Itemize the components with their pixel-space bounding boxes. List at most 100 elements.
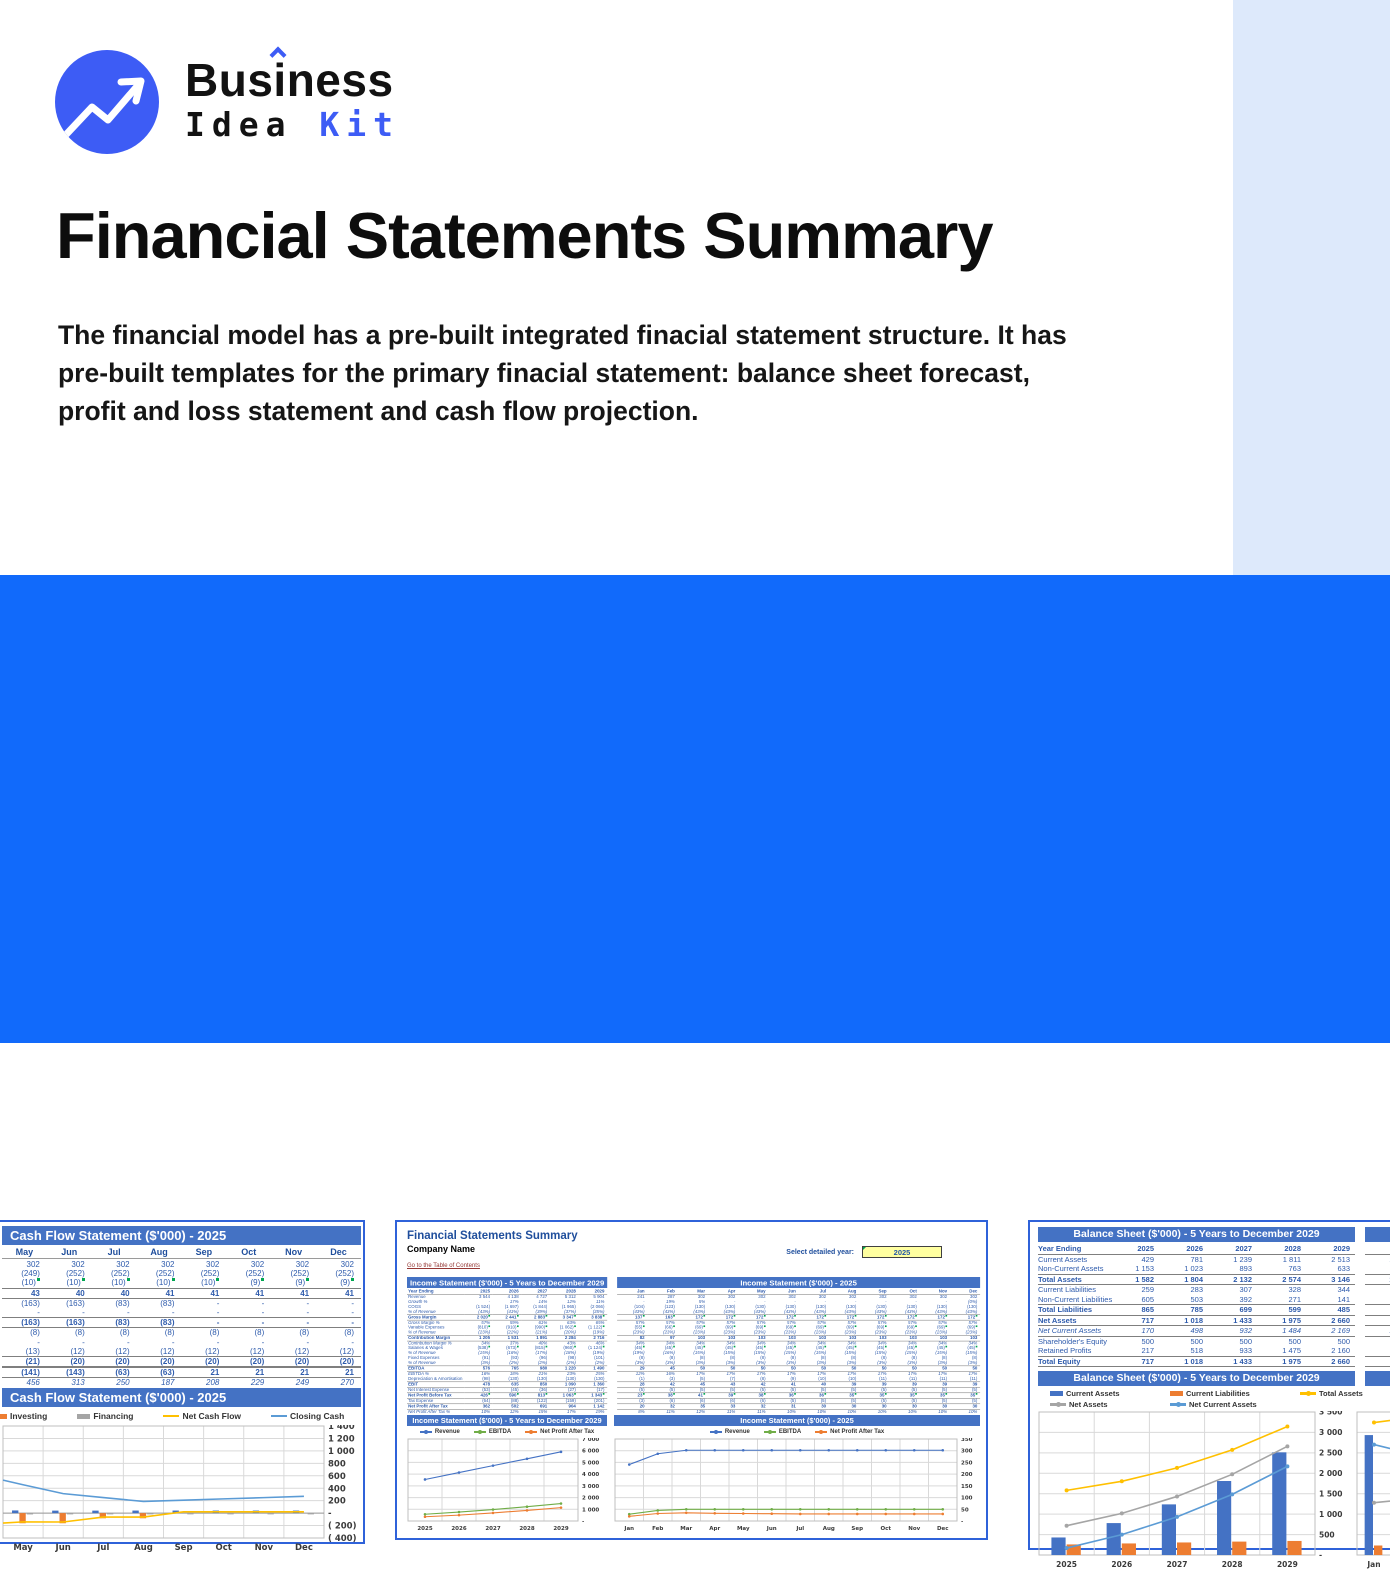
svg-text:( 200): ( 200) [328,1521,357,1531]
svg-text:1 200: 1 200 [328,1434,355,1444]
comment-flag-icon [975,1325,978,1327]
svg-text:250: 250 [961,1460,973,1466]
table-cell: 283 [1190,1285,1203,1294]
comment-flag-icon [733,1325,736,1327]
current-assets-swatch [1050,1391,1063,1396]
table-cell: 10% [817,1408,827,1414]
chart-canvas: Jan [1356,1411,1390,1569]
table-cell: 307 [1239,1285,1252,1294]
comment-flag-icon [884,1314,887,1317]
table-cell: (252) [110,1269,130,1279]
table-cell: 10% [847,1408,857,1414]
chart-canvas: 1 400 1 200 1 000 800 600 400 200 - ( 200) ( 400)… [2,1422,357,1553]
table-cell: - [82,1308,85,1318]
net-profit-after-tax-swatch [525,1429,538,1434]
year-selector-input[interactable]: 2025 [862,1246,942,1258]
table-cell: 302 [26,1260,40,1269]
yearly-chart-legend: Revenue EBITDA Net Profit After Tax [407,1427,607,1437]
legend-label: Current Assets [1066,1389,1120,1398]
table-row: Current Liabilities 259 283 307 328 344 93 [1038,1285,1390,1295]
table-cell: 503 [1159,1295,1208,1305]
table-cell: 865 [1110,1305,1159,1316]
comment-flag-icon [884,1393,887,1395]
table-cell: (20) [294,1357,310,1367]
balance-table-body: Current Assets 429 781 1 239 1 811 2 513 1 174… [1038,1254,1390,1367]
table-cell: 500 [1239,1336,1252,1346]
table-cell: (163) [21,1318,40,1328]
table-of-contents-link[interactable]: Go to the Table of Contents [407,1263,480,1269]
table-cell: 1 018 [1159,1357,1208,1367]
table-cell: 717 [1110,1357,1159,1367]
legend-item: Closing Cash [271,1411,344,1421]
table-cell: 605 [1110,1295,1159,1305]
svg-text:2027: 2027 [485,1526,500,1532]
svg-text:2 500: 2 500 [1319,1449,1343,1458]
svg-text:2029: 2029 [1277,1560,1298,1569]
svg-text:2027: 2027 [1167,1560,1188,1569]
legend-item: Current Assets [1050,1389,1170,1398]
svg-text:Jul: Jul [795,1526,804,1532]
comment-flag-icon [975,1314,978,1317]
table-cell: (252) [335,1269,354,1279]
svg-text:-: - [582,1519,584,1525]
legend-label: Revenue [724,1429,750,1435]
table-cell: 1 153 [1110,1264,1159,1275]
table-cell: (12) [339,1346,354,1356]
svg-text:Feb: Feb [652,1526,663,1532]
comment-flag-icon [673,1346,675,1348]
comment-flag-icon [545,1346,548,1348]
comment-flag-icon [602,1314,605,1317]
comment-flag-icon [915,1325,917,1327]
table-cell: (8) [209,1328,220,1338]
table-cell: Retained Profits [1038,1346,1110,1357]
comment-flag-icon [517,1325,519,1327]
legend-label: EBITDA [488,1429,512,1435]
table-cell [1355,1305,1365,1316]
table-cell: 124 [1365,1264,1390,1275]
balance-chart-header: Balance Sheet ($'000) - 5 Years to Decem… [1038,1371,1355,1386]
table-cell: 1 975 [1257,1316,1306,1326]
table-cell: 1 975 [1257,1357,1306,1367]
comment-flag-icon [703,1346,706,1348]
table-cell: (12) [250,1346,265,1356]
table-cell: 763 [1257,1264,1306,1275]
comment-flag-icon [602,1393,605,1395]
svg-text:1 400: 1 400 [328,1425,355,1432]
table-cell: Net Profit After Tax % [408,1409,451,1414]
net-cash-flow-swatch [163,1414,180,1418]
comment-flag-icon [945,1393,948,1395]
table-cell: 500 [1190,1336,1203,1346]
comment-flag-icon [517,1314,519,1317]
table-cell: 2029 [1306,1244,1355,1255]
table-cell: 10% [787,1408,796,1414]
table-cell: (8) [74,1328,85,1338]
legend-item: Net Profit After Tax [815,1429,884,1435]
brand-wordmark: Business Idea Kit [185,50,400,146]
legend-item: Net Cash Flow [163,1411,241,1421]
comment-flag-icon [642,1393,645,1395]
legend-item: Revenue [419,1429,460,1435]
table-cell: - [351,1337,354,1347]
brand-word-idea: Idea [185,105,293,144]
comment-flag-icon [794,1346,796,1348]
table-cell: Aug [150,1247,168,1257]
svg-text:4 000: 4 000 [582,1472,599,1478]
table-cell: 21 [345,1368,354,1378]
comment-flag-icon [945,1346,948,1348]
table-cell: 786 [1365,1305,1390,1316]
table-cell: 1 239 [1233,1254,1252,1264]
table-cell: (20) [115,1357,130,1367]
svg-text:May: May [13,1543,33,1553]
svg-text:2 000: 2 000 [1319,1469,1343,1478]
table-cell: (10) [92,1278,137,1287]
monthly-table-header: Income Statement ($'000) - 2025 [617,1277,981,1288]
table-cell: 270 [340,1378,354,1388]
legend-label: Net Profit After Tax [540,1429,595,1435]
table-cell: - [261,1318,265,1328]
table-cell: Net Current Assets [1038,1326,1110,1337]
svg-text:1 500: 1 500 [1319,1489,1343,1498]
table-cell: 512 [1365,1357,1390,1367]
chart-canvas: 7 000 6 000 5 000 4 000 3 000 2 000 1 000 - 2025… [407,1437,599,1532]
